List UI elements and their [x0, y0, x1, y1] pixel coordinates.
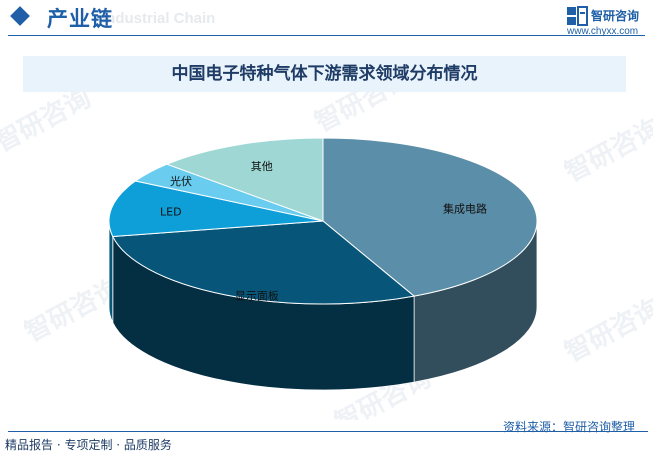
slice-label: LED	[160, 206, 182, 219]
pie-side-walls	[108, 220, 538, 391]
page-header: Industrial Chain 产业链	[0, 0, 653, 40]
pie-top-faces	[108, 137, 538, 305]
pie-slice	[112, 220, 416, 305]
footer-tagline: 精品报告 · 专项定制 · 品质服务	[5, 438, 172, 452]
brand-logo-icon	[567, 6, 588, 26]
pie-slice	[108, 180, 324, 238]
pie-slice	[322, 137, 538, 297]
brand-url: www.chyxx.com	[567, 26, 639, 37]
chart-title: 中国电子特种气体下游需求领域分布情况	[171, 64, 478, 84]
section-title: 产业链	[47, 7, 113, 31]
brand-name: 智研咨询	[591, 9, 640, 23]
header-divider	[8, 35, 645, 36]
footer-divider	[8, 431, 648, 432]
header-ghost-text: Industrial Chain	[102, 10, 216, 27]
slice-label: 光伏	[170, 174, 192, 188]
brand-logo-block: 智研咨询 www.chyxx.com	[566, 6, 650, 37]
data-source: 资料来源：智研咨询整理	[503, 420, 636, 434]
slice-label: 其他	[251, 160, 273, 173]
chart-title-bar: 中国电子特种气体下游需求领域分布情况	[23, 56, 626, 92]
slice-label: 显示面板	[235, 288, 279, 302]
slice-label: 集成电路	[443, 202, 487, 216]
pie-slice	[165, 137, 324, 222]
